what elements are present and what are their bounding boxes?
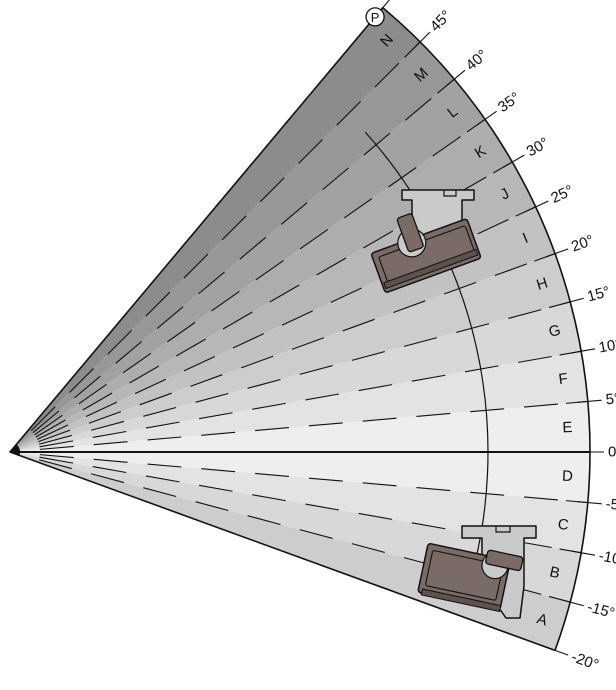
angle-label: -5° [605, 496, 616, 515]
angle-label: 20° [569, 232, 596, 256]
zone-label-c: C [557, 516, 570, 534]
angle-label: -10° [597, 547, 616, 569]
angle-label: 10° [597, 336, 616, 357]
angle-label: 45° [427, 7, 455, 35]
angle-tick [492, 154, 525, 174]
reference-arc-line [364, 131, 489, 592]
angle-label: 5° [605, 390, 616, 408]
p-marker: P [365, 7, 385, 27]
zone-wedge-l [10, 79, 486, 453]
zone-label-a: A [535, 610, 550, 629]
angle-tick [534, 642, 569, 656]
zone-wedge-a [10, 452, 571, 651]
zone-label-b: B [548, 563, 561, 582]
zone-label-g: G [547, 322, 562, 341]
zone-wedge-h [10, 253, 571, 452]
zone-label-e: E [562, 419, 573, 436]
angle-tick [548, 297, 584, 309]
angle-tick [559, 348, 596, 356]
zone-label-f: F [558, 370, 569, 388]
dash-line-35 [9, 118, 486, 453]
angle-tick [466, 110, 497, 133]
dash-line-40 [9, 78, 455, 453]
angle-label: -15° [585, 599, 616, 623]
dash-line-20 [9, 253, 556, 453]
angle-label: 25° [548, 182, 576, 207]
angle-tick [548, 595, 584, 607]
tilted-sensor-lower-icon [417, 525, 537, 619]
angle-label: 15° [585, 283, 611, 305]
angle-label: 40° [463, 47, 491, 75]
zone-label-h: H [534, 274, 549, 293]
angle-tick [437, 69, 466, 94]
angle-tick [515, 200, 549, 217]
dash-line-10 [9, 350, 582, 453]
zone-label-i: I [520, 230, 530, 247]
dash-line-45 [9, 41, 421, 453]
tilted-sensor-upper-icon [371, 189, 482, 293]
zone-label-d: D [562, 468, 574, 485]
angle-tick [404, 31, 431, 58]
zone-wedge-k [10, 119, 513, 452]
angle-tick [565, 399, 602, 404]
angle-tick [565, 500, 602, 505]
angle-tick [559, 548, 596, 556]
angle-label: 50° [385, 0, 413, 2]
zone-wedge-g [10, 301, 582, 452]
angle-label: -20° [569, 649, 601, 674]
dash-line-15 [9, 301, 571, 453]
angle-label: 35° [495, 89, 523, 116]
angle-label: 0° [608, 444, 616, 461]
angle-label: 30° [524, 134, 552, 160]
reference-arc [364, 131, 489, 592]
p-marker-circle [365, 7, 385, 27]
zone-wedge-m [10, 41, 455, 452]
zone-wedge-n [10, 7, 421, 452]
dash-line-minus-5 [9, 451, 588, 504]
p-marker-label: P [371, 10, 380, 25]
dash-line-5 [9, 400, 588, 453]
angle-tick [534, 248, 569, 262]
